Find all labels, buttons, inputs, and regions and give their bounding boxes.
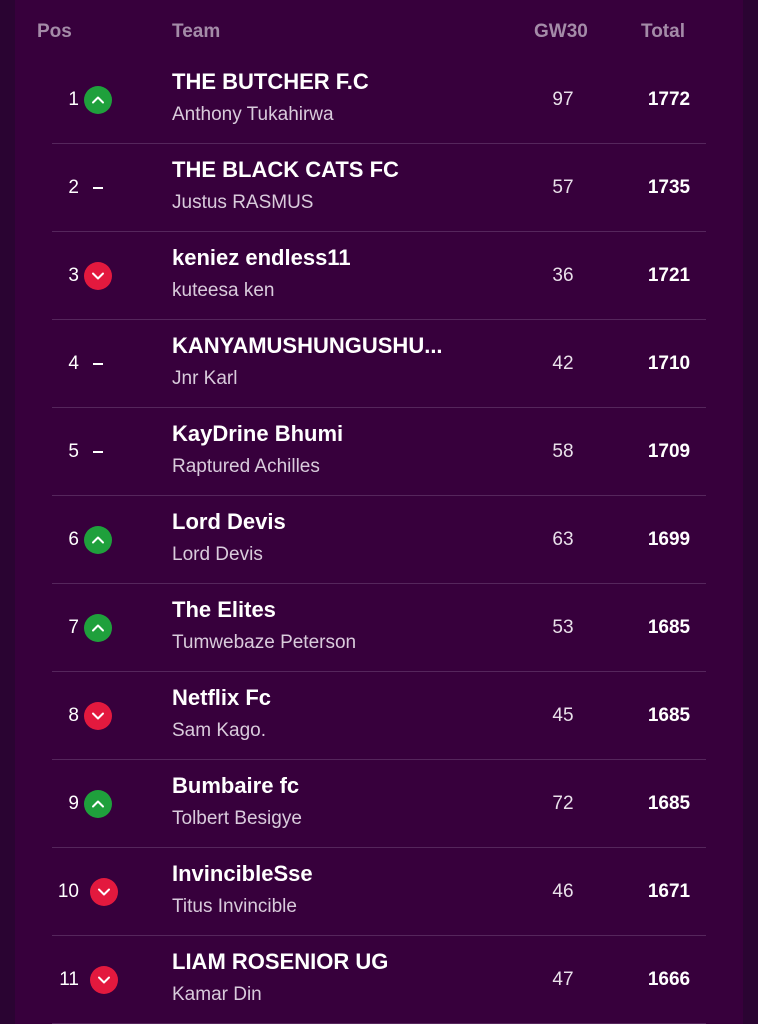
- rank-number: 11: [59, 969, 79, 990]
- total-points: 1709: [647, 441, 691, 462]
- gameweek-points: 72: [552, 793, 574, 814]
- gameweek-points: 63: [552, 529, 574, 550]
- rank-down-icon: [90, 878, 118, 906]
- manager-name: Tumwebaze Peterson: [172, 632, 357, 653]
- table-row[interactable]: 7 The Elites Tumwebaze Peterson 53 1685: [52, 584, 706, 672]
- gameweek-points: 97: [552, 89, 574, 110]
- rank-down-icon: [84, 262, 112, 290]
- table-row[interactable]: 2 THE BLACK CATS FC Justus RASMUS 57 1735: [52, 144, 706, 232]
- gameweek-points: 53: [552, 617, 574, 638]
- table-row[interactable]: 5 KayDrine Bhumi Raptured Achilles 58 1709: [52, 408, 706, 496]
- manager-name: kuteesa ken: [172, 280, 275, 301]
- gameweek-points: 57: [552, 177, 574, 198]
- rank-down-icon: [84, 702, 112, 730]
- table-row[interactable]: 9 Bumbaire fc Tolbert Besigye 72 1685: [52, 760, 706, 848]
- rank-down-icon: [90, 966, 118, 994]
- table-row[interactable]: 10 InvincibleSse Titus Invincible 46 1671: [52, 848, 706, 936]
- rank-up-icon: [84, 614, 112, 642]
- team-name-link[interactable]: Bumbaire fc: [172, 773, 300, 798]
- table-row[interactable]: 4 KANYAMUSHUNGUSHU... Jnr Karl 42 1710: [52, 320, 706, 408]
- rank-number: 8: [68, 705, 79, 726]
- header-pos[interactable]: Pos: [37, 21, 72, 42]
- rank-number: 7: [68, 617, 79, 638]
- manager-name: Sam Kago.: [172, 720, 266, 741]
- team-name-link[interactable]: THE BLACK CATS FC: [172, 157, 399, 182]
- team-name-link[interactable]: Netflix Fc: [172, 685, 272, 710]
- header-gameweek[interactable]: GW30: [534, 21, 588, 42]
- rank-number: 9: [68, 793, 79, 814]
- gameweek-points: 47: [552, 969, 574, 990]
- rank-number: 2: [68, 177, 79, 198]
- team-name-link[interactable]: THE BUTCHER F.C: [172, 69, 369, 94]
- gameweek-points: 36: [552, 265, 574, 286]
- table-row[interactable]: 11 LIAM ROSENIOR UG Kamar Din 47 1666: [52, 936, 706, 1024]
- header-team[interactable]: Team: [172, 21, 221, 42]
- gameweek-points: 46: [552, 881, 574, 902]
- manager-name: Raptured Achilles: [172, 456, 320, 477]
- rank-up-icon: [84, 86, 112, 114]
- rank-unchanged-icon: [84, 438, 112, 466]
- league-standings-panel: [15, 0, 743, 1024]
- rank-number: 1: [68, 89, 79, 110]
- manager-name: Jnr Karl: [172, 368, 238, 389]
- header-total[interactable]: Total: [641, 21, 685, 42]
- team-name-link[interactable]: Lord Devis: [172, 509, 286, 534]
- gameweek-points: 42: [552, 353, 574, 374]
- rank-up-icon: [84, 526, 112, 554]
- team-name-link[interactable]: KANYAMUSHUNGUSHU...: [172, 333, 443, 358]
- total-points: 1710: [647, 353, 691, 374]
- manager-name: Anthony Tukahirwa: [172, 104, 334, 125]
- team-name-link[interactable]: InvincibleSse: [172, 861, 313, 886]
- total-points: 1772: [647, 89, 691, 110]
- total-points: 1735: [647, 177, 691, 198]
- total-points: 1721: [647, 265, 691, 286]
- rank-number: 10: [57, 881, 79, 902]
- gameweek-points: 58: [552, 441, 574, 462]
- manager-name: Lord Devis: [172, 544, 263, 565]
- total-points: 1685: [647, 705, 691, 726]
- manager-name: Tolbert Besigye: [172, 808, 302, 829]
- rank-unchanged-icon: [84, 174, 112, 202]
- rank-unchanged-icon: [84, 350, 112, 378]
- team-name-link[interactable]: keniez endless11: [172, 245, 351, 270]
- manager-name: Titus Invincible: [172, 896, 297, 917]
- table-row[interactable]: 8 Netflix Fc Sam Kago. 45 1685: [52, 672, 706, 760]
- team-name-link[interactable]: The Elites: [172, 597, 276, 622]
- manager-name: Justus RASMUS: [172, 192, 314, 213]
- total-points: 1699: [647, 529, 691, 550]
- gameweek-points: 45: [552, 705, 574, 726]
- table-row[interactable]: 3 keniez endless11 kuteesa ken 36 1721: [52, 232, 706, 320]
- total-points: 1666: [647, 969, 691, 990]
- team-name-link[interactable]: LIAM ROSENIOR UG: [172, 949, 389, 974]
- rank-number: 3: [68, 265, 79, 286]
- rank-up-icon: [84, 790, 112, 818]
- team-name-link[interactable]: KayDrine Bhumi: [172, 421, 344, 446]
- total-points: 1685: [647, 793, 691, 814]
- table-row[interactable]: 1 THE BUTCHER F.C Anthony Tukahirwa 97 1772: [52, 56, 706, 144]
- manager-name: Kamar Din: [172, 984, 262, 1005]
- rank-number: 5: [68, 441, 79, 462]
- total-points: 1685: [647, 617, 691, 638]
- total-points: 1671: [647, 881, 691, 902]
- rank-number: 4: [68, 353, 79, 374]
- table-row[interactable]: 6 Lord Devis Lord Devis 63 1699: [52, 496, 706, 584]
- rank-number: 6: [68, 529, 79, 550]
